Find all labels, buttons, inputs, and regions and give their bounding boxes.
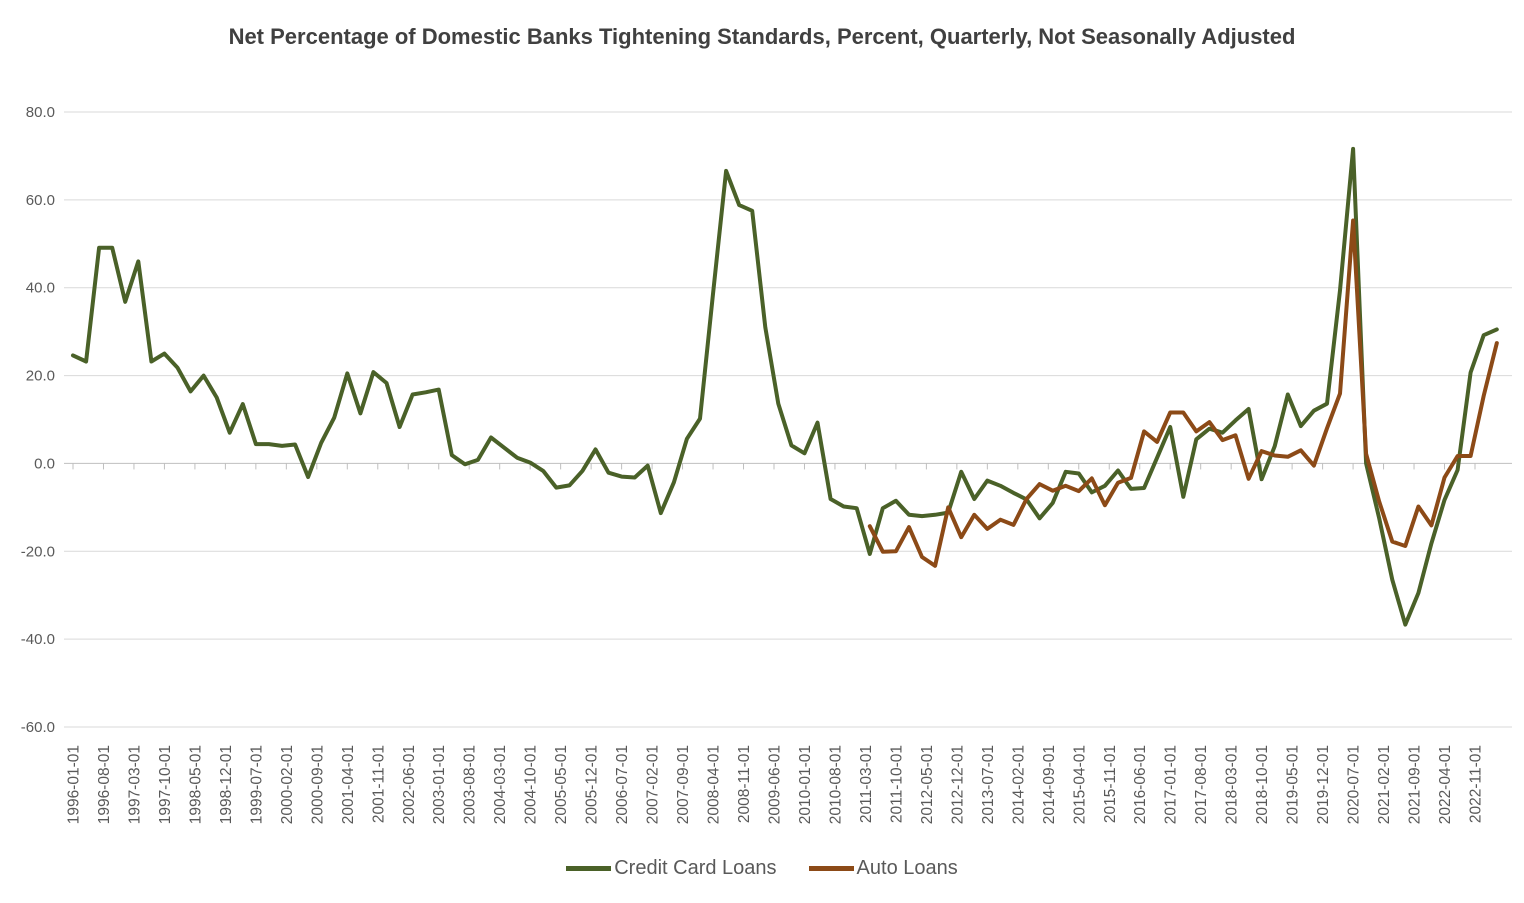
x-axis-tick-label: 1998-12-01 xyxy=(218,745,235,824)
x-axis-tick-label: 2009-06-01 xyxy=(766,745,783,824)
x-axis-tick-label: 2000-09-01 xyxy=(309,745,326,824)
x-axis-tick-label: 2004-10-01 xyxy=(523,745,540,824)
x-axis-tick-label: 2022-04-01 xyxy=(1437,745,1454,824)
x-axis-tick-label: 1997-10-01 xyxy=(157,745,174,824)
x-axis-tick-label: 2017-01-01 xyxy=(1163,745,1180,824)
x-axis-tick-label: 2013-07-01 xyxy=(980,745,997,824)
x-axis-tick-label: 1996-01-01 xyxy=(66,745,83,824)
x-axis-tick-label: 2018-10-01 xyxy=(1254,745,1271,824)
auto-loans-label: Auto Loans xyxy=(856,856,958,879)
x-axis-tick-label: 2004-03-01 xyxy=(492,745,509,824)
x-axis-tick-label: 2012-12-01 xyxy=(949,745,966,824)
line-chart-plot: 80.0 60.0 40.0 20.0 0.0 -20.0 -40.0 -60.0 1996-0… xyxy=(21,104,1512,824)
x-axis-tick-label: 2019-12-01 xyxy=(1315,745,1332,824)
x-axis-tick-label: 2021-02-01 xyxy=(1376,745,1393,824)
x-axis-tick-label: 2017-08-01 xyxy=(1193,745,1210,824)
x-axis-tick-label: 2005-05-01 xyxy=(553,745,570,824)
y-axis-tick-label: -40.0 xyxy=(21,631,55,648)
x-axis-tick-label: 1997-03-01 xyxy=(126,745,143,824)
x-axis-tick-label: 2010-08-01 xyxy=(827,745,844,824)
x-axis-tick-label: 2002-06-01 xyxy=(401,745,418,824)
x-axis-tick-label: 2012-05-01 xyxy=(919,745,936,824)
y-axis-tick-label: 0.0 xyxy=(34,455,55,472)
x-axis-tick-label: 2022-11-01 xyxy=(1467,745,1484,823)
x-axis-tick-label: 2010-01-01 xyxy=(797,745,814,824)
y-axis-tick-label: 20.0 xyxy=(26,368,55,385)
x-axis-tick-label: 1999-07-01 xyxy=(248,745,265,824)
x-axis-tick-label: 2008-04-01 xyxy=(706,745,723,824)
x-axis-tick-label: 2001-11-01 xyxy=(370,745,387,823)
x-axis-tick-label: 1998-05-01 xyxy=(187,745,204,824)
y-axis-tick-label: 60.0 xyxy=(26,192,55,209)
auto-loans-swatch xyxy=(808,865,854,871)
x-axis-tick-label: 1996-08-01 xyxy=(96,745,113,824)
chart-title: Net Percentage of Domestic Banks Tighten… xyxy=(228,24,1296,49)
x-axis-tick-label: 2018-03-01 xyxy=(1224,745,1241,824)
x-axis-tick-label: 2003-01-01 xyxy=(431,745,448,824)
x-axis-tick-label: 2014-09-01 xyxy=(1041,745,1058,824)
x-axis-tick-label: 2014-02-01 xyxy=(1010,745,1027,824)
chart-legend: Credit Card Loans Auto Loans xyxy=(0,846,1524,890)
auto-loans-line xyxy=(867,218,1499,568)
x-axis-tick-label: 2008-11-01 xyxy=(736,745,753,823)
y-axis-tick-label: 40.0 xyxy=(26,280,55,297)
credit-card-loans-swatch xyxy=(566,865,612,871)
y-axis-tick-label: 80.0 xyxy=(26,104,55,121)
y-axis-tick-label: -60.0 xyxy=(21,719,55,736)
x-axis-tick-label: 2011-10-01 xyxy=(888,745,905,823)
x-axis-tick-label: 2015-04-01 xyxy=(1071,745,1088,824)
legend-item-auto-loans: Auto Loans xyxy=(808,856,958,880)
x-axis-tick-label: 2001-04-01 xyxy=(340,745,357,824)
legend-item-credit-card-loans: Credit Card Loans xyxy=(566,856,777,880)
x-axis-tick-label: 2005-12-01 xyxy=(584,745,601,824)
x-axis-tick-label: 2003-08-01 xyxy=(462,745,479,824)
x-axis-tick-label: 2007-02-01 xyxy=(645,745,662,824)
x-axis-tick-label: 2007-09-01 xyxy=(675,745,692,824)
credit-card-loans-line xyxy=(71,146,1499,627)
x-axis-tick-label: 2011-03-01 xyxy=(858,745,875,823)
y-axis-tick-label: -20.0 xyxy=(21,543,55,560)
x-axis-tick-label: 2016-06-01 xyxy=(1132,745,1149,824)
x-axis-tick-label: 2021-09-01 xyxy=(1407,745,1424,824)
x-axis-tick-label: 2006-07-01 xyxy=(614,745,631,824)
x-axis-tick-label: 2015-11-01 xyxy=(1102,745,1119,823)
credit-card-loans-label: Credit Card Loans xyxy=(614,856,777,879)
x-axis-tick-label: 2000-02-01 xyxy=(279,745,296,824)
x-axis-tick-label: 2020-07-01 xyxy=(1346,745,1363,824)
x-axis-tick-label: 2019-05-01 xyxy=(1285,745,1302,824)
